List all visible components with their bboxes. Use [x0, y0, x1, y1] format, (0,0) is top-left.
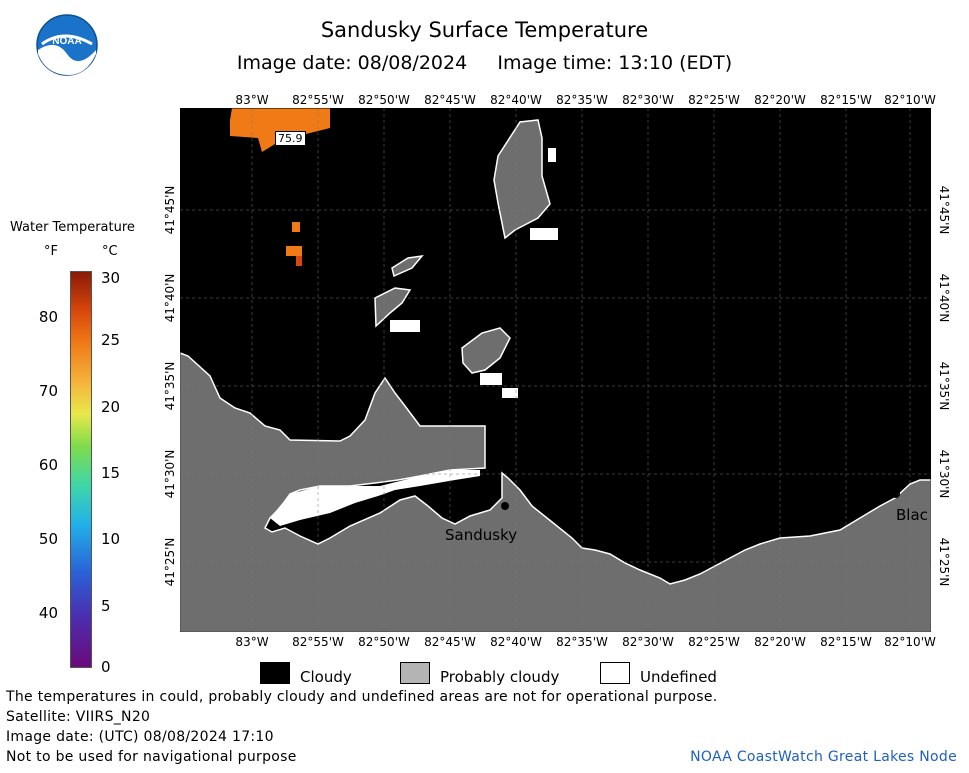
map-grid	[180, 108, 931, 632]
land-island-kelleys	[374, 287, 412, 328]
warm-water-patch	[230, 108, 330, 152]
warm-water-patch	[292, 222, 300, 232]
legend-tick-c: 0	[101, 658, 111, 676]
lon-label-bottom: 82°45'W	[424, 635, 476, 649]
lon-label-top: 82°55'W	[292, 93, 344, 107]
land-island-east	[461, 327, 511, 374]
logo-text: NOAA	[52, 36, 81, 47]
lon-label-bottom: 82°10'W	[884, 635, 936, 649]
legend-tick-f: 80	[38, 308, 58, 326]
key-cloudy-swatch	[260, 662, 290, 684]
lon-label-top: 82°15'W	[820, 93, 872, 107]
undefined-patch	[390, 320, 420, 332]
lon-label-bottom: 82°55'W	[292, 635, 344, 649]
lat-label-left: 41°30'N	[163, 449, 177, 499]
lat-label-right: 41°25'N	[937, 537, 951, 587]
lon-label-bottom: 82°25'W	[688, 635, 740, 649]
lat-label-right: 41°30'N	[937, 449, 951, 499]
legend-unit-f: °F	[44, 244, 58, 259]
city-label-black: Blac	[896, 506, 928, 524]
undefined-bay-area	[270, 470, 480, 526]
legend-tick-f: 60	[38, 456, 58, 474]
legend-tick-f: 50	[38, 530, 58, 548]
lon-label-top: 83°W	[235, 93, 269, 107]
temperature-colorbar	[70, 271, 92, 668]
undefined-patch	[548, 148, 556, 162]
city-marker	[892, 490, 900, 498]
lon-label-top: 82°20'W	[754, 93, 806, 107]
lon-label-top: 82°25'W	[688, 93, 740, 107]
legend-tick-f: 40	[38, 604, 58, 622]
noaa-logo: NOAA	[36, 14, 98, 76]
footer-utc-date: Image date: (UTC) 08/08/2024 17:10	[6, 729, 274, 745]
lon-label-top: 82°40'W	[490, 93, 542, 107]
lon-label-bottom: 82°35'W	[556, 635, 608, 649]
lon-label-bottom: 82°50'W	[358, 635, 410, 649]
sandusky-marker	[501, 502, 509, 510]
key-probably-cloudy-swatch	[400, 662, 430, 684]
lat-label-left: 41°45'N	[163, 185, 177, 235]
lat-label-right: 41°35'N	[937, 361, 951, 411]
legend-tick-c: 20	[101, 398, 121, 416]
legend-tick-c: 25	[101, 331, 121, 349]
lat-label-left: 41°35'N	[163, 361, 177, 411]
key-undefined-swatch	[600, 662, 630, 684]
undefined-patch	[502, 388, 518, 398]
footer-navigation-warning: Not to be used for navigational purpose	[6, 749, 297, 765]
lon-label-top: 82°30'W	[622, 93, 674, 107]
lon-label-top: 82°45'W	[424, 93, 476, 107]
lat-label-left: 41°25'N	[163, 537, 177, 587]
temperature-readout: 75.9	[275, 131, 306, 146]
lon-label-top: 82°35'W	[556, 93, 608, 107]
image-date-time: Image date: 08/08/2024 Image time: 13:10…	[236, 52, 733, 74]
warm-water-patch	[286, 246, 302, 256]
key-cloudy-label: Cloudy	[300, 668, 352, 686]
undefined-patch	[530, 228, 558, 240]
temperature-map	[180, 108, 931, 632]
lon-label-bottom: 82°30'W	[622, 635, 674, 649]
legend-tick-c: 30	[101, 269, 121, 287]
lon-label-top: 82°50'W	[358, 93, 410, 107]
land-island-north	[493, 119, 551, 240]
footer-satellite: Satellite: VIIRS_N20	[6, 709, 151, 725]
lon-label-bottom: 82°15'W	[820, 635, 872, 649]
footer-disclaimer: The temperatures in could, probably clou…	[6, 689, 718, 705]
legend-tick-c: 5	[101, 597, 111, 615]
lat-label-right: 41°40'N	[937, 273, 951, 323]
legend-unit-c: °C	[102, 244, 118, 259]
lat-label-right: 41°45'N	[937, 185, 951, 235]
legend-tick-c: 15	[101, 464, 121, 482]
legend-tick-f: 70	[38, 382, 58, 400]
legend-tick-c: 10	[101, 530, 121, 548]
lon-label-bottom: 83°W	[235, 635, 269, 649]
warm-water-patch	[296, 256, 302, 266]
lon-label-bottom: 82°20'W	[754, 635, 806, 649]
lon-label-top: 82°10'W	[884, 93, 936, 107]
credit-text: NOAA CoastWatch Great Lakes Node	[690, 749, 957, 765]
legend-title: Water Temperature	[10, 220, 135, 235]
lat-label-left: 41°40'N	[163, 273, 177, 323]
land-island-small	[391, 254, 424, 278]
key-probably-cloudy-label: Probably cloudy	[440, 668, 560, 686]
key-undefined-label: Undefined	[640, 668, 717, 686]
city-label-sandusky: Sandusky	[445, 526, 518, 544]
undefined-patch	[480, 373, 502, 385]
page-title: Sandusky Surface Temperature	[320, 18, 649, 42]
lon-label-bottom: 82°40'W	[490, 635, 542, 649]
